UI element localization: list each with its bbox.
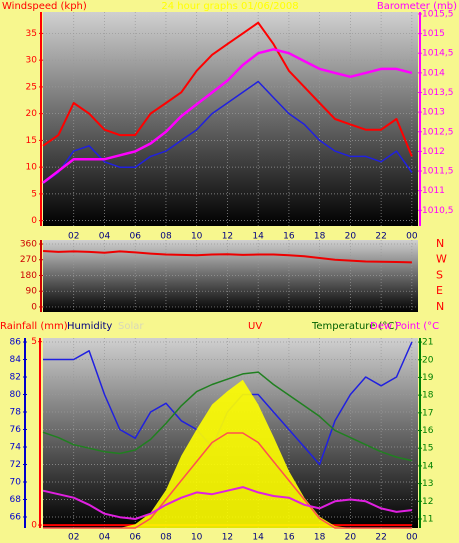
y2-tick-label: 1014,5 xyxy=(422,49,454,59)
x-tick-label: 04 xyxy=(99,533,111,543)
y-tick-label: 5 xyxy=(31,189,37,199)
x-tick-label: 10 xyxy=(191,533,203,543)
x-tick-label: 08 xyxy=(160,533,172,543)
y-tick-label: 25 xyxy=(26,82,37,92)
x-tick-label: 00 xyxy=(406,232,418,242)
x-tick-label: 18 xyxy=(314,533,326,543)
y2-tick-label: 20 xyxy=(422,355,434,365)
y2-label: Barometer (mb) xyxy=(377,1,457,12)
y2-tick-label: 1014 xyxy=(422,68,445,78)
y2-tick-label: 21 xyxy=(422,338,433,348)
x-tick-label: 18 xyxy=(314,232,326,242)
x-tick-label: 12 xyxy=(222,533,233,543)
legend-label: Rainfall (mm) xyxy=(0,321,68,332)
x-tick-label: 14 xyxy=(252,533,264,543)
plot-area xyxy=(43,12,418,226)
x-tick-label: 14 xyxy=(252,232,264,242)
series-line xyxy=(43,432,412,529)
series-line xyxy=(42,48,413,184)
y-tick-label: 82 xyxy=(10,373,21,383)
x-tick-label: 22 xyxy=(375,232,386,242)
series-line xyxy=(42,250,412,264)
y-tick-label: 360 xyxy=(20,240,37,250)
y-tick-label: 86 xyxy=(10,338,22,348)
solar-area xyxy=(43,379,412,528)
legend-label: Solar xyxy=(118,321,144,332)
y2-tick-label: 18 xyxy=(422,391,434,401)
x-tick-label: 02 xyxy=(68,232,79,242)
y-tick-label: 35 xyxy=(26,29,37,39)
x-tick-label: 10 xyxy=(191,232,203,242)
y2-tick-label: W xyxy=(436,253,447,266)
y2-tick-label: 1013,5 xyxy=(422,88,454,98)
y2-tick-label: 1012,5 xyxy=(422,127,454,137)
x-tick-label: 12 xyxy=(222,232,233,242)
legend-label: Temperature (°C) xyxy=(311,321,398,332)
y2-tick-label: 1011,5 xyxy=(422,167,454,177)
y-tick-label: 78 xyxy=(10,408,22,418)
series-line xyxy=(42,486,413,520)
legend-label: Dew Point (°C xyxy=(370,321,439,332)
x-tick-label: 04 xyxy=(99,232,111,242)
x-tick-label: 16 xyxy=(283,232,295,242)
y-tick-label: 0 xyxy=(31,216,37,226)
y2-tick-label: 12 xyxy=(422,497,433,507)
y2-tick-label: 13 xyxy=(422,479,433,489)
x-tick-label: 16 xyxy=(283,533,295,543)
y2-tick-label: 1012 xyxy=(422,147,445,157)
y-tick-label: 270 xyxy=(20,255,37,265)
y-tick-label: 80 xyxy=(10,390,22,400)
legend-label: UV xyxy=(248,321,262,332)
plot-area xyxy=(43,240,418,312)
y-tick-label: 20 xyxy=(26,109,38,119)
y2-tick-label: N xyxy=(436,300,444,313)
y-tick-label: 84 xyxy=(10,355,22,365)
y-tick-label: 70 xyxy=(10,477,22,487)
y-tick-label: 68 xyxy=(10,495,22,505)
y-tick-label: 72 xyxy=(10,460,21,470)
y2-tick-label: 1015 xyxy=(422,29,445,39)
series-line xyxy=(42,80,413,184)
y-tick-label: 30 xyxy=(26,56,38,66)
y3-tick-label: 5 xyxy=(31,337,37,347)
x-tick-label: 06 xyxy=(129,533,141,543)
series-line xyxy=(42,371,413,462)
y2-tick-label: E xyxy=(436,284,443,297)
y2-tick-label: 17 xyxy=(422,408,433,418)
y2-tick-label: 14 xyxy=(422,461,434,471)
series-line xyxy=(42,21,413,157)
legend-label: Humidity xyxy=(67,321,112,332)
y-tick-label: 180 xyxy=(20,271,37,281)
y3-tick-label: 0 xyxy=(31,521,37,531)
y-tick-label: 76 xyxy=(10,425,22,435)
y-tick-label: 66 xyxy=(10,512,22,522)
x-tick-label: 02 xyxy=(68,533,79,543)
y2-tick-label: 1011 xyxy=(422,186,445,196)
y2-tick-label: 1010,5 xyxy=(422,206,454,216)
y2-tick-label: S xyxy=(436,268,443,281)
y-tick-label: 15 xyxy=(26,136,37,146)
y2-tick-label: 15 xyxy=(422,444,433,454)
y2-tick-label: 19 xyxy=(422,373,434,383)
y2-tick-label: N xyxy=(436,237,444,250)
y-tick-label: 90 xyxy=(26,287,38,297)
x-tick-label: 22 xyxy=(375,533,386,543)
y-tick-label: 74 xyxy=(10,442,22,452)
x-tick-label: 06 xyxy=(129,232,141,242)
y-label: Windspeed (kph) xyxy=(2,1,87,12)
x-tick-label: 08 xyxy=(160,232,172,242)
chart-title: 24 hour graphs 01/06/2008 xyxy=(161,1,298,12)
y2-tick-label: 11 xyxy=(422,514,433,524)
x-tick-label: 00 xyxy=(406,533,418,543)
x-tick-label: 20 xyxy=(345,232,357,242)
y2-tick-label: 1013 xyxy=(422,108,445,118)
y2-tick-label: 16 xyxy=(422,426,434,436)
y-tick-label: 10 xyxy=(26,163,38,173)
x-tick-label: 20 xyxy=(345,533,357,543)
y-tick-label: 0 xyxy=(31,302,37,312)
y2-tick-label: 1015,5 xyxy=(422,9,454,19)
